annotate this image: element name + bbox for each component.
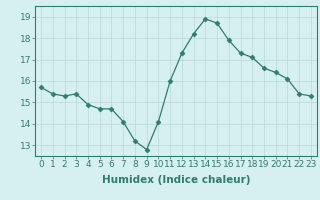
X-axis label: Humidex (Indice chaleur): Humidex (Indice chaleur) [102, 175, 250, 185]
